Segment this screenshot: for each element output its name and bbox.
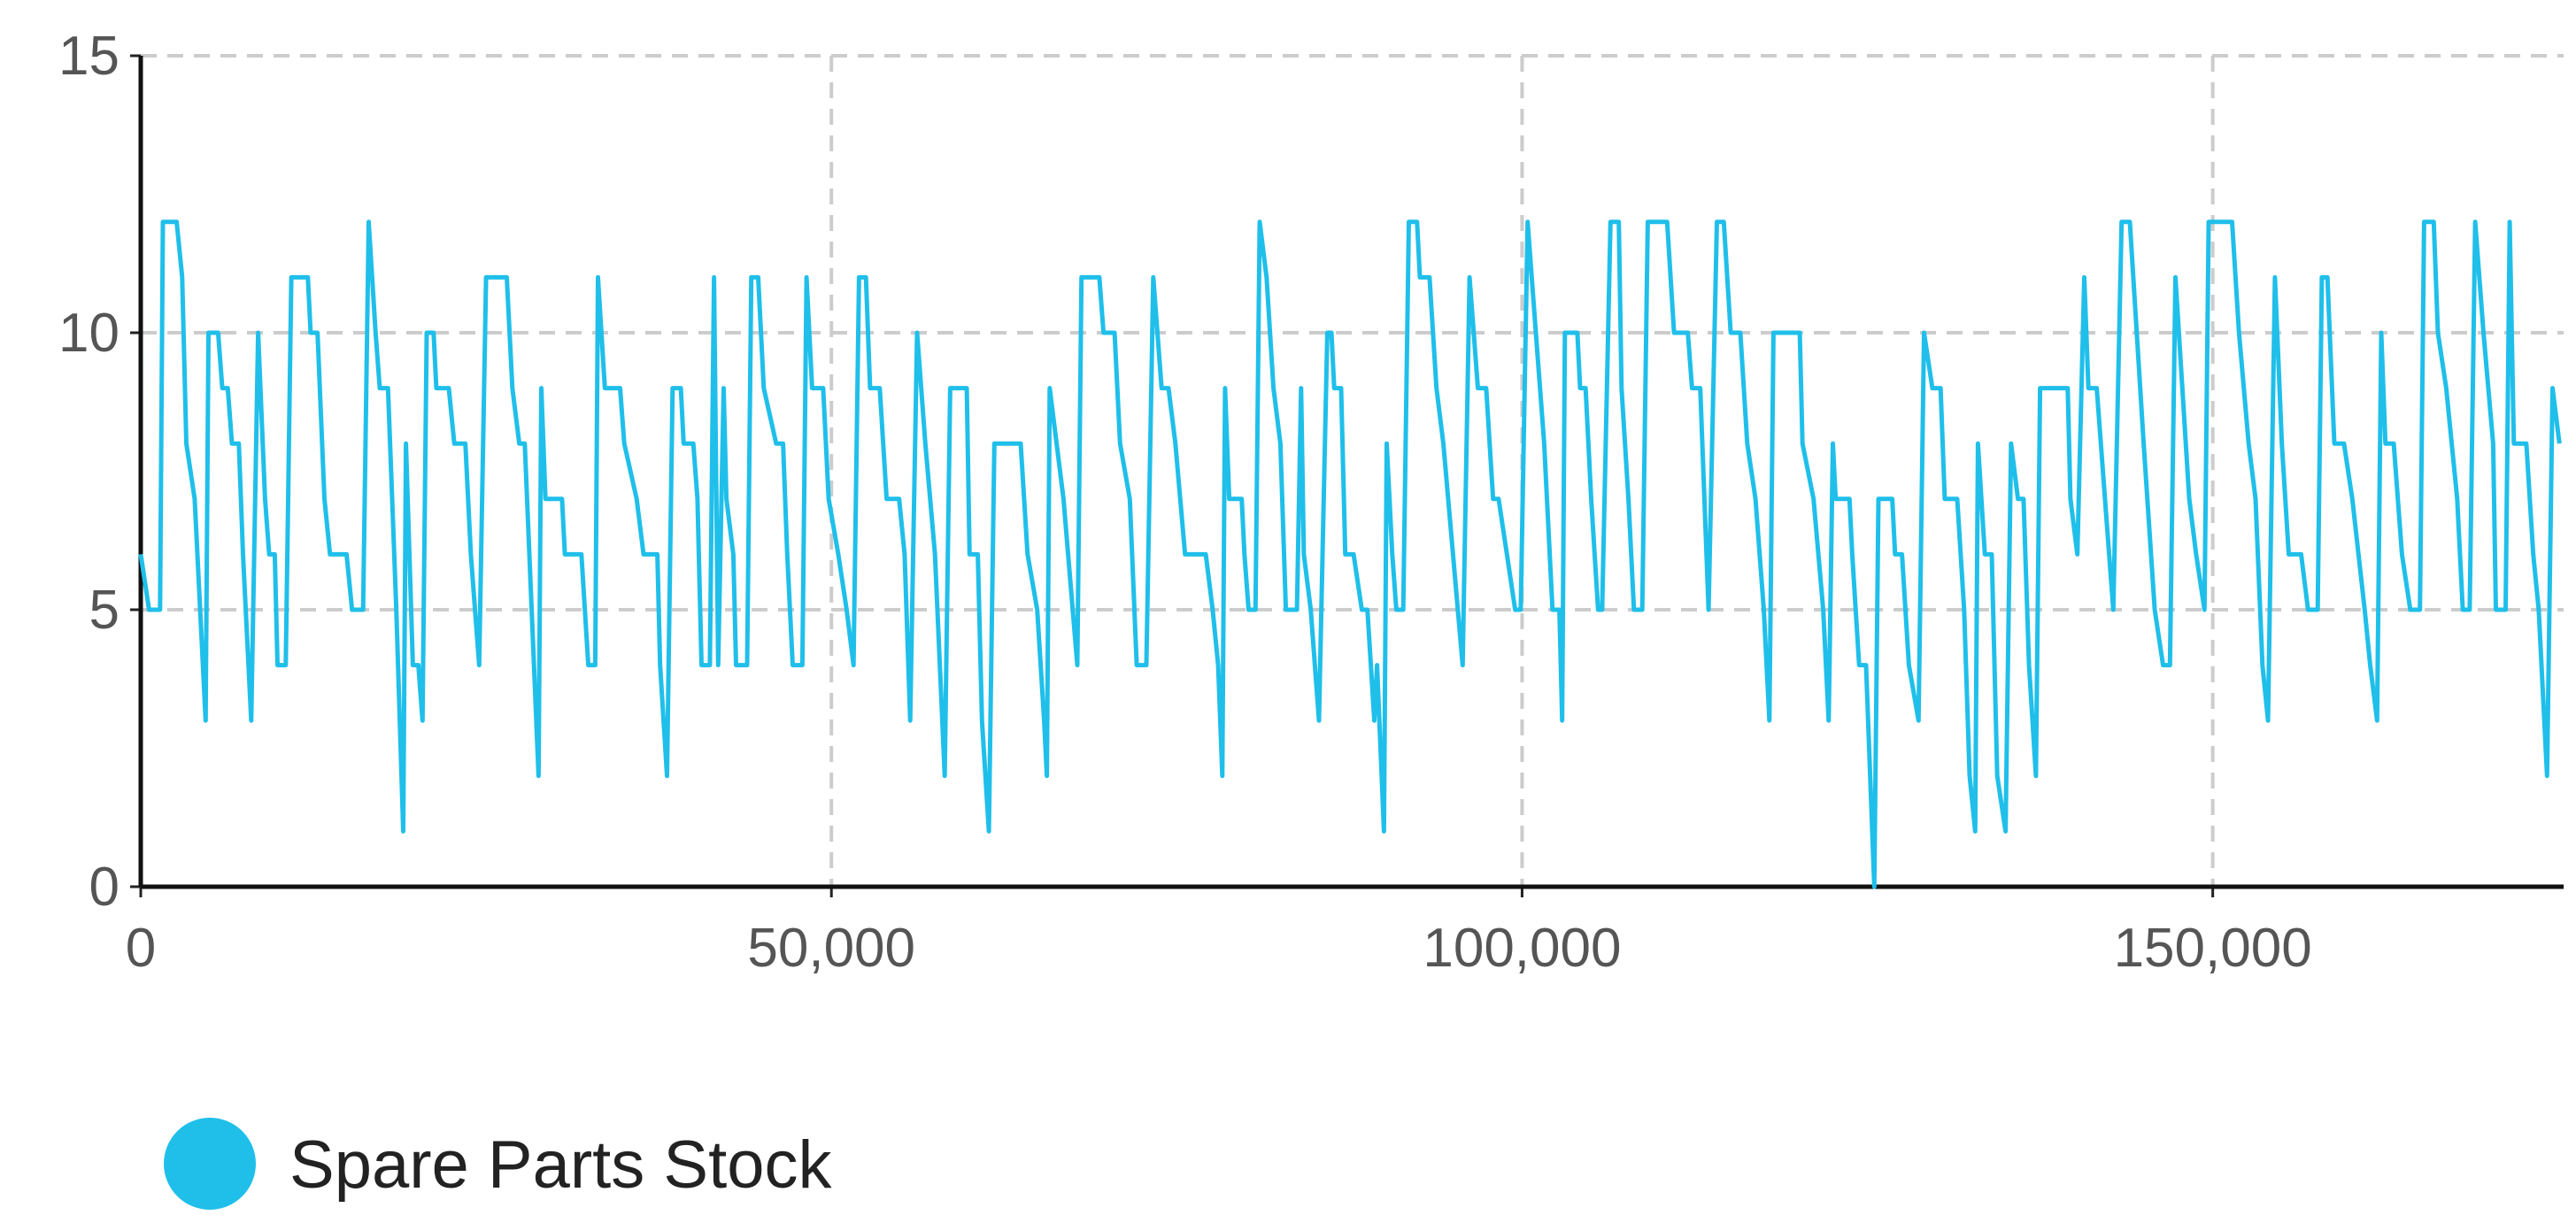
x-tick-label: 50,000 [747, 918, 915, 979]
legend-label: Spare Parts Stock [289, 1127, 832, 1203]
x-tick-label: 150,000 [2114, 918, 2312, 979]
y-tick-label: 5 [89, 580, 120, 641]
series-line [138, 219, 2562, 889]
y-tick-label: 10 [58, 303, 120, 364]
y-tick-label: 0 [89, 857, 120, 918]
x-tick-label: 0 [126, 918, 156, 979]
x-tick-label: 100,000 [1423, 918, 1621, 979]
y-tick-label: 15 [58, 26, 120, 87]
legend-swatch [164, 1118, 256, 1210]
